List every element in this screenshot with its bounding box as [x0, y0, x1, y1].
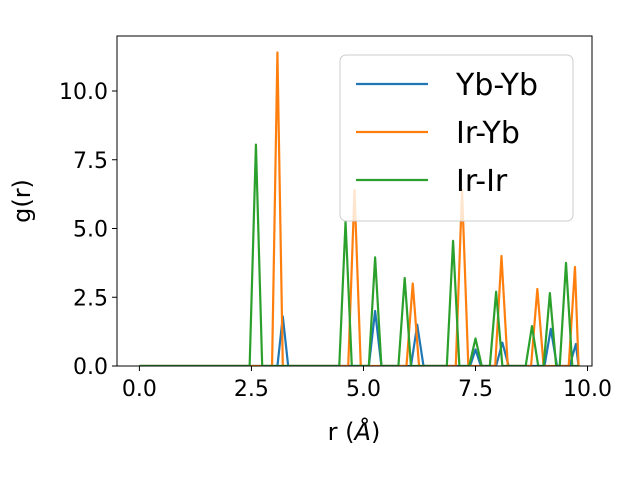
y-tick-label: 7.5 [73, 149, 108, 174]
x-tick-label: 2.5 [234, 377, 269, 402]
plot-frame [116, 35, 593, 367]
y-tick-label: 10.0 [59, 80, 108, 105]
y-tick-label: 5.0 [73, 218, 108, 243]
x-tick-label: 5.0 [346, 377, 381, 402]
y-tick-label: 2.5 [73, 286, 108, 311]
x-tick-label: 7.5 [458, 377, 493, 402]
series-line-ir-yb [139, 51, 580, 366]
x-axis-ticks: 0.0 2.5 5.0 7.5 10.0 [122, 366, 612, 402]
legend-label-ir-ir: Ir-Ir [456, 164, 508, 199]
x-tick-label: 10.0 [563, 377, 612, 402]
legend: Yb-Yb Ir-Yb Ir-Ir [339, 54, 574, 222]
x-axis-label: r (Å) [328, 417, 381, 446]
series-line-ir-ir [139, 143, 579, 366]
legend-label-yb-yb: Yb-Yb [455, 68, 538, 103]
legend-label-ir-yb: Ir-Yb [456, 116, 520, 151]
series-layer [139, 51, 580, 366]
y-axis-label: g(r) [8, 179, 36, 223]
y-tick-label: 0.0 [73, 355, 108, 380]
y-axis-ticks: 0.0 2.5 5.0 7.5 10.0 [59, 80, 117, 380]
x-tick-label: 0.0 [122, 377, 157, 402]
